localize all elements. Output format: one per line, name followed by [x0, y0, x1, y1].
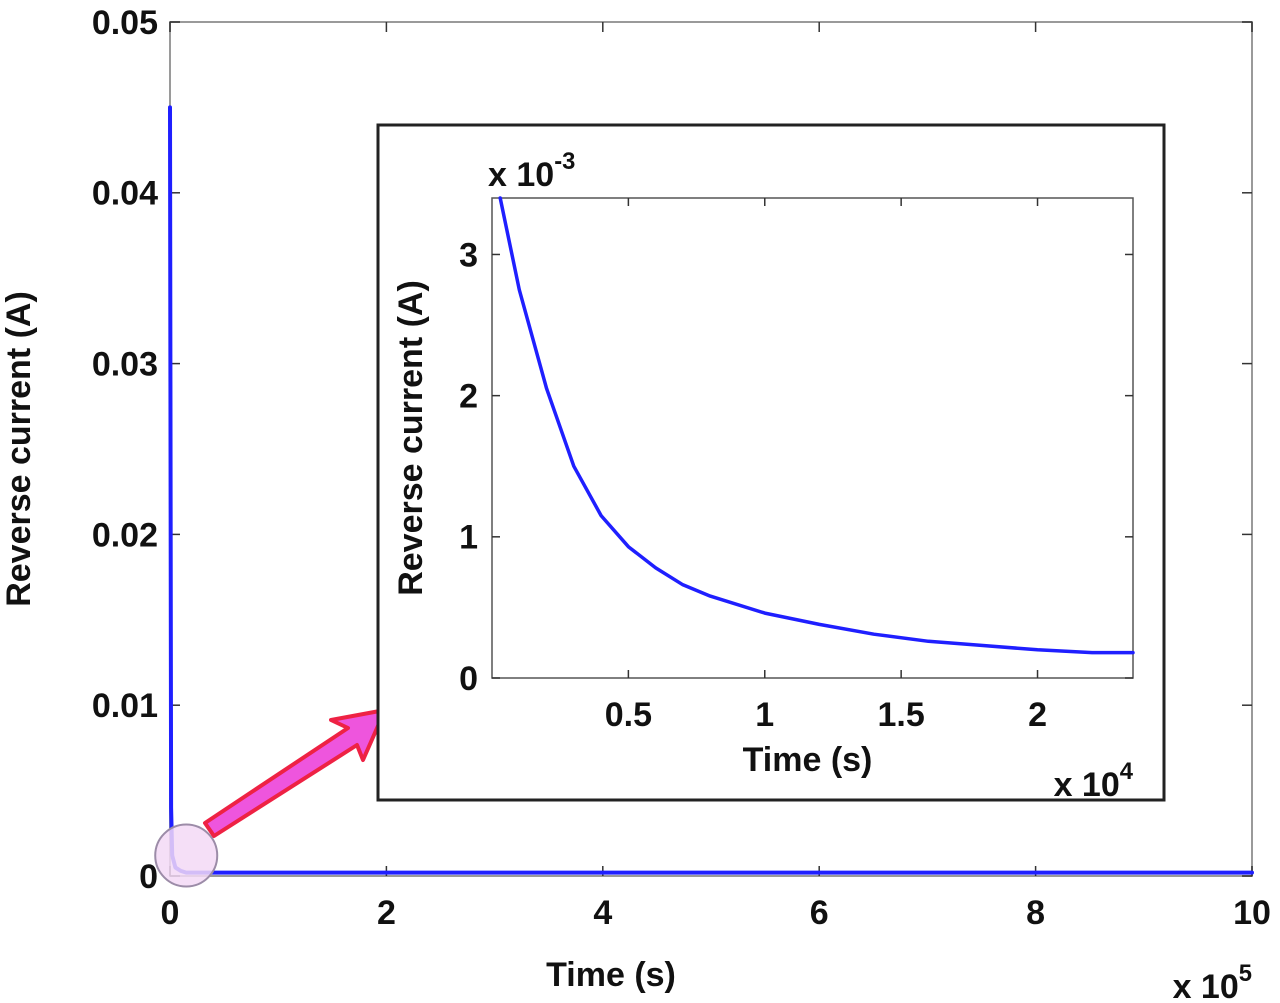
inset-y-tick-label: 1: [459, 519, 478, 557]
main-y-tick-label: 0.05: [92, 4, 158, 42]
inset-x-multiplier-exponent: 4: [1120, 758, 1134, 785]
main-x-axis-title: Time (s): [546, 956, 676, 994]
inset-y-tick-label: 3: [459, 236, 478, 274]
main-x-multiplier-base: x 10: [1173, 968, 1239, 1003]
main-x-tick-label: 0: [161, 894, 180, 932]
inset-plot-frame: [491, 197, 1134, 679]
inset-x-tick-label: 0.5: [605, 696, 652, 734]
main-x-tick-label: 8: [1026, 894, 1045, 932]
main-x-multiplier-exponent: 5: [1239, 960, 1252, 987]
inset-y-axis-title: Reverse current (A): [392, 280, 430, 596]
main-y-tick-label: 0.01: [92, 687, 158, 725]
main-x-tick-label: 6: [810, 894, 829, 932]
inset-x-multiplier-base: x 10: [1054, 766, 1120, 804]
inset-y-tick-label: 0: [459, 660, 478, 698]
main-x-tick-label: 10: [1233, 894, 1271, 932]
inset-y-multiplier-base: x 10: [488, 156, 554, 194]
inset-y-tick-label: 2: [459, 378, 478, 416]
inset-plot: 0.5 1 1.5 2 0 1 2 3 Time (s) Reverse current (A) x…: [392, 148, 1135, 804]
inset-x-tick-label: 1.5: [878, 696, 925, 734]
inset-x-tick-label: 2: [1028, 696, 1047, 734]
main-y-tick-label: 0: [139, 858, 158, 896]
zoom-circle: [154, 823, 219, 888]
main-x-tick-label: 2: [377, 894, 396, 932]
inset-x-axis-title: Time (s): [743, 741, 873, 779]
zoom-arrow: [203, 708, 387, 838]
inset-data-line: [498, 196, 1135, 655]
main-y-tick-label: 0.03: [92, 346, 158, 384]
inset-y-multiplier-exponent: -3: [554, 148, 575, 175]
main-x-tick-label: 4: [593, 894, 612, 932]
inset-x-axis-multiplier: x 104: [1054, 758, 1134, 804]
main-y-tick-label: 0.04: [92, 175, 158, 213]
main-x-axis-multiplier: x 105: [1173, 960, 1252, 1003]
main-y-tick-label: 0.02: [92, 516, 158, 554]
inset-y-axis-multiplier: x 10-3: [488, 148, 575, 194]
main-y-axis-title: Reverse current (A): [0, 291, 38, 607]
inset-x-tick-label: 1: [755, 696, 774, 734]
zoom-annotation: [154, 708, 387, 888]
